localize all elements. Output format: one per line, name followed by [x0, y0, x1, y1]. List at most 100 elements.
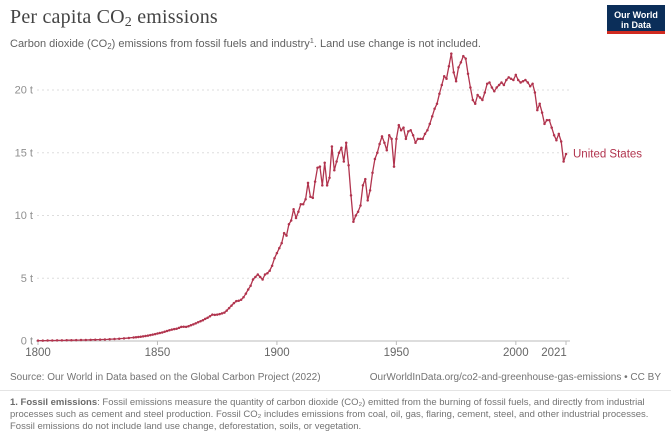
data-point	[516, 78, 520, 82]
data-point	[194, 322, 197, 325]
data-point	[175, 327, 178, 331]
data-point	[536, 108, 539, 112]
data-point	[481, 98, 484, 102]
title-text-end: emissions	[132, 6, 218, 28]
data-point	[450, 52, 453, 55]
data-point	[258, 275, 262, 279]
data-point	[344, 141, 348, 144]
data-point	[438, 92, 441, 96]
data-point	[213, 313, 217, 317]
data-point	[519, 81, 522, 84]
data-point	[552, 133, 556, 137]
data-point	[182, 325, 185, 329]
data-point	[294, 216, 298, 220]
data-point	[495, 86, 498, 89]
data-point	[540, 111, 544, 114]
data-point	[149, 333, 152, 337]
data-point	[411, 133, 415, 137]
data-point	[533, 91, 537, 94]
data-point	[452, 71, 455, 74]
data-point	[206, 316, 209, 319]
data-point	[505, 78, 508, 82]
data-point	[559, 140, 563, 143]
data-point	[196, 320, 200, 324]
data-point	[239, 298, 243, 302]
data-point	[352, 220, 355, 224]
data-point	[268, 269, 271, 272]
entity-label-united-states[interactable]: United States	[573, 149, 642, 161]
data-point	[442, 74, 446, 78]
data-point	[419, 137, 422, 141]
data-point	[218, 312, 221, 316]
data-point	[373, 157, 377, 161]
data-point	[423, 132, 427, 136]
data-point	[445, 77, 448, 80]
data-point	[469, 86, 472, 89]
data-point	[184, 325, 188, 329]
data-point	[383, 141, 386, 144]
chart-header: Per capita CO2 emissions Carbon dioxide …	[10, 6, 599, 51]
data-point	[397, 123, 401, 127]
data-point	[447, 64, 451, 68]
logo-line2: in Data	[620, 19, 651, 30]
data-point	[289, 219, 293, 222]
data-point	[548, 118, 551, 122]
data-point	[98, 338, 102, 341]
license-link-text: OurWorldInData.org/co2-and-greenhouse-ga…	[369, 372, 661, 383]
data-point	[55, 339, 59, 342]
data-point	[278, 246, 281, 250]
data-point	[325, 184, 329, 187]
data-point	[168, 328, 171, 332]
x-tick-label-1850: 1850	[145, 347, 171, 359]
data-point	[538, 102, 541, 106]
data-point	[524, 78, 527, 82]
data-point	[160, 331, 164, 334]
x-tick-label-2021: 2021	[541, 347, 567, 359]
data-point	[366, 199, 369, 202]
data-point	[313, 180, 317, 183]
data-point	[557, 132, 561, 136]
data-point	[509, 77, 513, 80]
x-tick-label-1900: 1900	[264, 347, 290, 359]
data-point	[146, 334, 150, 337]
data-point	[287, 223, 291, 226]
data-point	[309, 195, 312, 198]
data-point	[335, 160, 338, 163]
data-point	[376, 151, 379, 155]
data-point	[485, 82, 489, 85]
data-point	[409, 128, 412, 132]
data-point	[395, 137, 398, 141]
data-point	[385, 148, 389, 152]
data-point	[371, 171, 374, 175]
data-point	[404, 137, 408, 141]
data-point	[390, 137, 393, 141]
data-point	[60, 339, 64, 342]
data-point	[478, 96, 482, 99]
data-point	[244, 292, 248, 295]
data-point	[433, 107, 436, 111]
data-point	[407, 130, 410, 133]
logo-line1: Our World	[614, 9, 658, 20]
data-point	[113, 337, 116, 341]
united-states-line[interactable]	[38, 52, 567, 342]
data-point	[132, 336, 135, 339]
data-point	[466, 72, 470, 75]
data-point	[139, 335, 142, 338]
data-point	[180, 325, 183, 329]
data-point	[545, 118, 549, 122]
data-point	[235, 299, 238, 303]
data-point	[426, 128, 429, 132]
data-point	[156, 332, 159, 335]
data-point	[251, 278, 255, 281]
data-point	[51, 339, 54, 342]
x-tick-label-2000: 2000	[503, 347, 529, 359]
data-point	[311, 196, 315, 200]
footnote-text: 1. Fossil emissions: Fossil emissions me…	[10, 397, 649, 432]
data-point	[301, 202, 305, 206]
data-point	[41, 339, 45, 342]
data-point	[333, 169, 336, 172]
data-point	[399, 128, 403, 132]
data-point	[354, 214, 358, 217]
data-point	[46, 339, 49, 342]
